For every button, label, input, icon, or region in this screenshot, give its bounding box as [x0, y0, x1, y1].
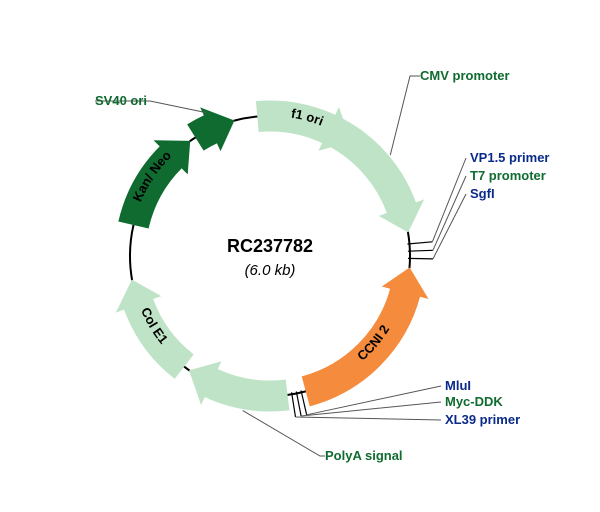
- backbone-arc: [130, 225, 134, 281]
- feature-label-sv40: SV40 ori: [95, 93, 147, 108]
- tick-t7: [408, 250, 433, 251]
- leader-vp15: [432, 158, 466, 242]
- plasmid-features: CCNI 2Col E1Kan/ Neof1 ori: [117, 101, 428, 411]
- feature-sv40: [188, 108, 234, 150]
- backbone-arc: [408, 232, 410, 269]
- leader-t7: [433, 176, 466, 250]
- tick-label-xl39: XL39 primer: [445, 412, 520, 427]
- feature-polya: [190, 362, 289, 411]
- tick-xl39: [292, 392, 296, 417]
- tick-label-vp15: VP1.5 primer: [470, 150, 550, 165]
- plasmid-map: CCNI 2Col E1Kan/ Neof1 ori CMV promoter P…: [0, 0, 600, 512]
- tick-vp15: [407, 242, 432, 244]
- plasmid-size: (6.0 kb): [245, 262, 296, 279]
- tick-label-t7: T7 promoter: [470, 168, 546, 183]
- backbone-arc: [234, 117, 258, 121]
- leader-xl39: [295, 417, 441, 420]
- feature-kanneo: [119, 141, 190, 228]
- leader-sgfi: [433, 194, 466, 259]
- tick-mycddk: [296, 391, 301, 416]
- feature-ccni2: [302, 268, 427, 406]
- plasmid-name: RC237782: [227, 236, 313, 256]
- backbone-arc: [190, 137, 196, 141]
- tick-label-mlui: MluI: [445, 378, 471, 393]
- tick-mlui: [301, 390, 307, 414]
- backbone-arc: [184, 366, 190, 370]
- tick-label-sgfi: SgfI: [470, 186, 495, 201]
- feature-label-cmv: CMV promoter: [420, 68, 510, 83]
- feature-label-polya: PolyA signal: [325, 448, 403, 463]
- leader-mycddk: [301, 402, 441, 416]
- leader-cmv: [390, 76, 420, 155]
- tick-label-mycddk: Myc-DDK: [445, 394, 503, 409]
